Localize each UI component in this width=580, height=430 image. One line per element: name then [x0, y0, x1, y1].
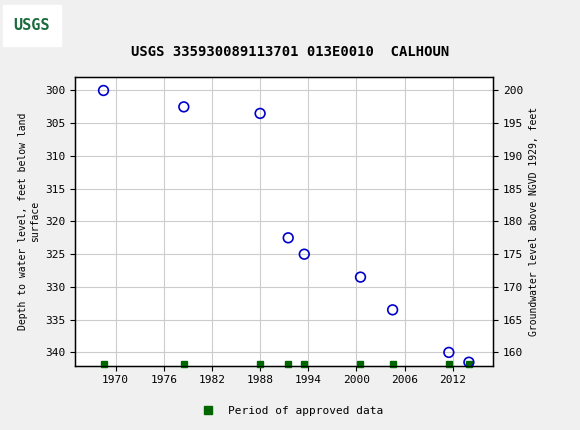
Point — [284, 234, 293, 241]
FancyBboxPatch shape — [3, 5, 61, 46]
Legend: Period of approved data: Period of approved data — [193, 401, 387, 420]
Point — [99, 87, 108, 94]
Point — [300, 251, 309, 258]
Point — [255, 110, 264, 117]
Point — [356, 273, 365, 280]
Point — [444, 349, 454, 356]
Text: USGS 335930089113701 013E0010  CALHOUN: USGS 335930089113701 013E0010 CALHOUN — [131, 45, 449, 59]
Point — [179, 104, 188, 111]
Point — [464, 359, 473, 366]
Y-axis label: Groundwater level above NGVD 1929, feet: Groundwater level above NGVD 1929, feet — [528, 107, 538, 336]
Text: USGS: USGS — [14, 18, 50, 33]
Y-axis label: Depth to water level, feet below land
surface: Depth to water level, feet below land su… — [19, 113, 40, 330]
Point — [388, 307, 397, 313]
